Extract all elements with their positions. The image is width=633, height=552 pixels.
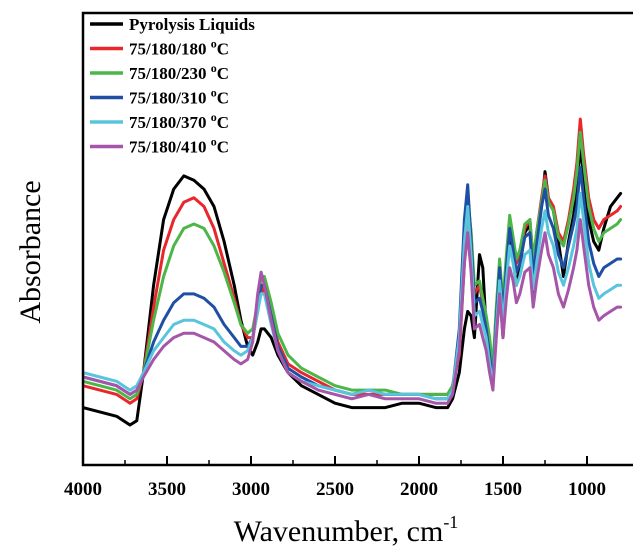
- x-tick-label: 2000: [400, 479, 438, 500]
- legend-entry: 75/180/310 oC: [90, 86, 229, 108]
- legend: Pyrolysis Liquids 75/180/180 oC75/180/230…: [90, 15, 255, 157]
- legend-entry: 75/180/180 oC: [90, 37, 229, 59]
- x-tick-label: 3000: [232, 479, 270, 500]
- series-line-5: [83, 191, 623, 401]
- y-axis-title: Absorbance: [14, 180, 47, 323]
- x-tick-label: 1500: [484, 479, 522, 500]
- plot-frame: [81, 11, 633, 467]
- x-axis: 4000 3500 3000 2500 2000 1500 1000: [64, 456, 606, 500]
- x-tick-label: 2500: [316, 479, 354, 500]
- x-tick-label: 1000: [568, 479, 606, 500]
- legend-label: 75/180/180 oC: [129, 37, 229, 59]
- legend-label: 75/180/410 oC: [129, 135, 229, 157]
- series-line-4: [83, 165, 623, 401]
- legend-entry: 75/180/410 oC: [90, 135, 229, 157]
- series-layer: [83, 117, 623, 427]
- legend-label: 75/180/370 oC: [129, 110, 229, 132]
- series-line-1: [83, 143, 623, 427]
- legend-entry: 75/180/370 oC: [90, 110, 229, 132]
- legend-entry: Pyrolysis Liquids: [90, 15, 255, 34]
- legend-label: 75/180/230 oC: [129, 61, 229, 83]
- x-axis-title: Wavenumber, cm-1: [234, 512, 459, 548]
- legend-label: Pyrolysis Liquids: [129, 15, 255, 34]
- legend-entry: 75/180/230 oC: [90, 61, 229, 83]
- x-tick-label: 3500: [148, 479, 186, 500]
- series-line-6: [83, 218, 623, 405]
- legend-label: 75/180/310 oC: [129, 86, 229, 108]
- x-tick-label: 4000: [64, 479, 102, 500]
